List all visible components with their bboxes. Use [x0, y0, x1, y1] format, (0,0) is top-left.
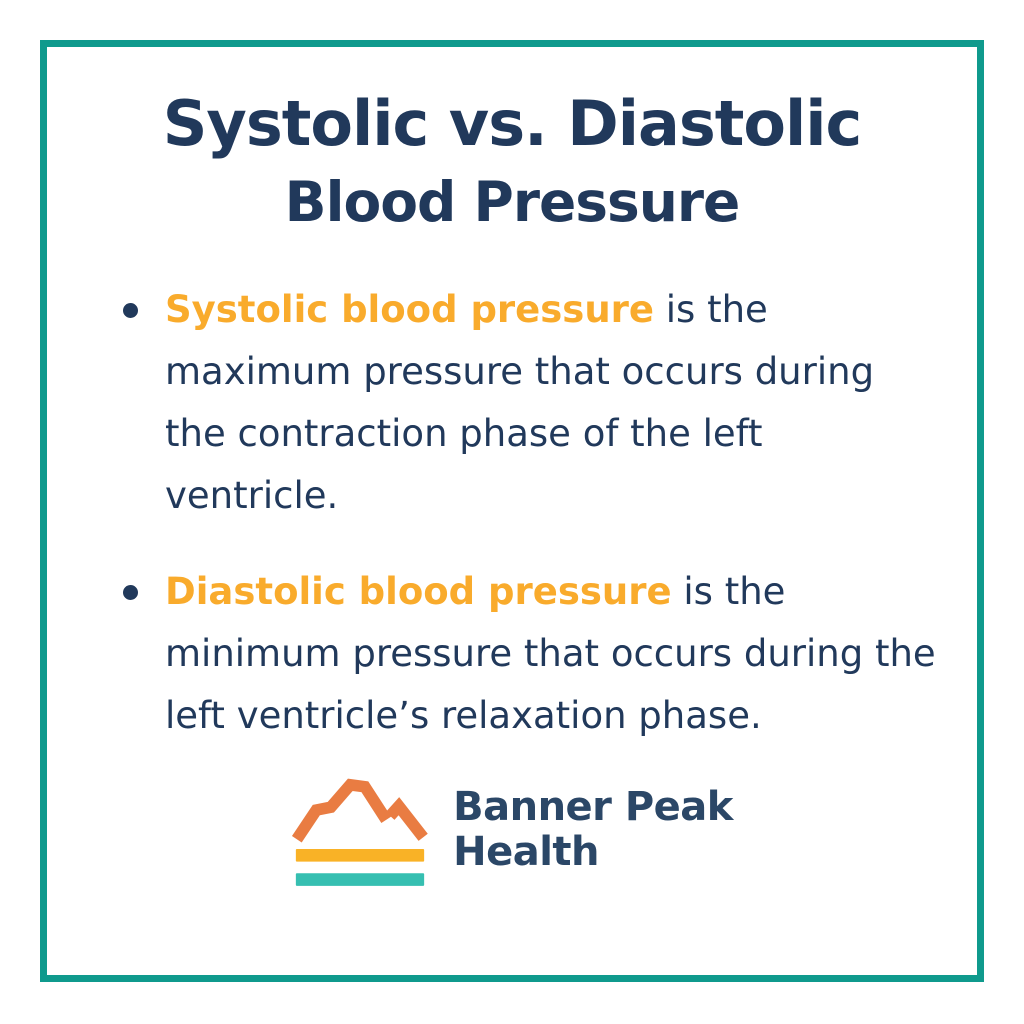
- brand-name-line1: Banner Peak: [453, 784, 733, 830]
- bullet-dot-icon: [123, 302, 138, 318]
- title-block: Systolic vs. Diastolic Blood Pressure: [87, 85, 937, 235]
- diastolic-term: Diastolic blood pressure: [165, 569, 672, 613]
- bullet-diastolic: Diastolic blood pressure is the minimum …: [123, 561, 937, 747]
- systolic-term: Systolic blood pressure: [165, 287, 655, 331]
- bullet-systolic: Systolic blood pressure is the maximum p…: [123, 279, 937, 527]
- content-area: Systolic vs. Diastolic Blood Pressure Sy…: [47, 47, 977, 975]
- page-title-line1: Systolic vs. Diastolic: [162, 87, 862, 160]
- bullet-dot-icon: [123, 584, 138, 600]
- mountain-ridge-icon: [291, 773, 429, 888]
- systolic-definition: is the maximum pressure that occurs duri…: [165, 287, 875, 517]
- teal-border-frame: Systolic vs. Diastolic Blood Pressure Sy…: [40, 40, 984, 982]
- brand-logo: Banner Peak Health: [87, 773, 937, 888]
- bullet-list: Systolic blood pressure is the maximum p…: [87, 279, 937, 747]
- diastolic-definition: is the minimum pressure that occurs duri…: [165, 569, 936, 737]
- brand-name-line2: Health: [453, 829, 600, 875]
- brand-name: Banner Peak Health: [453, 785, 733, 875]
- page-title-line2: Blood Pressure: [284, 169, 741, 234]
